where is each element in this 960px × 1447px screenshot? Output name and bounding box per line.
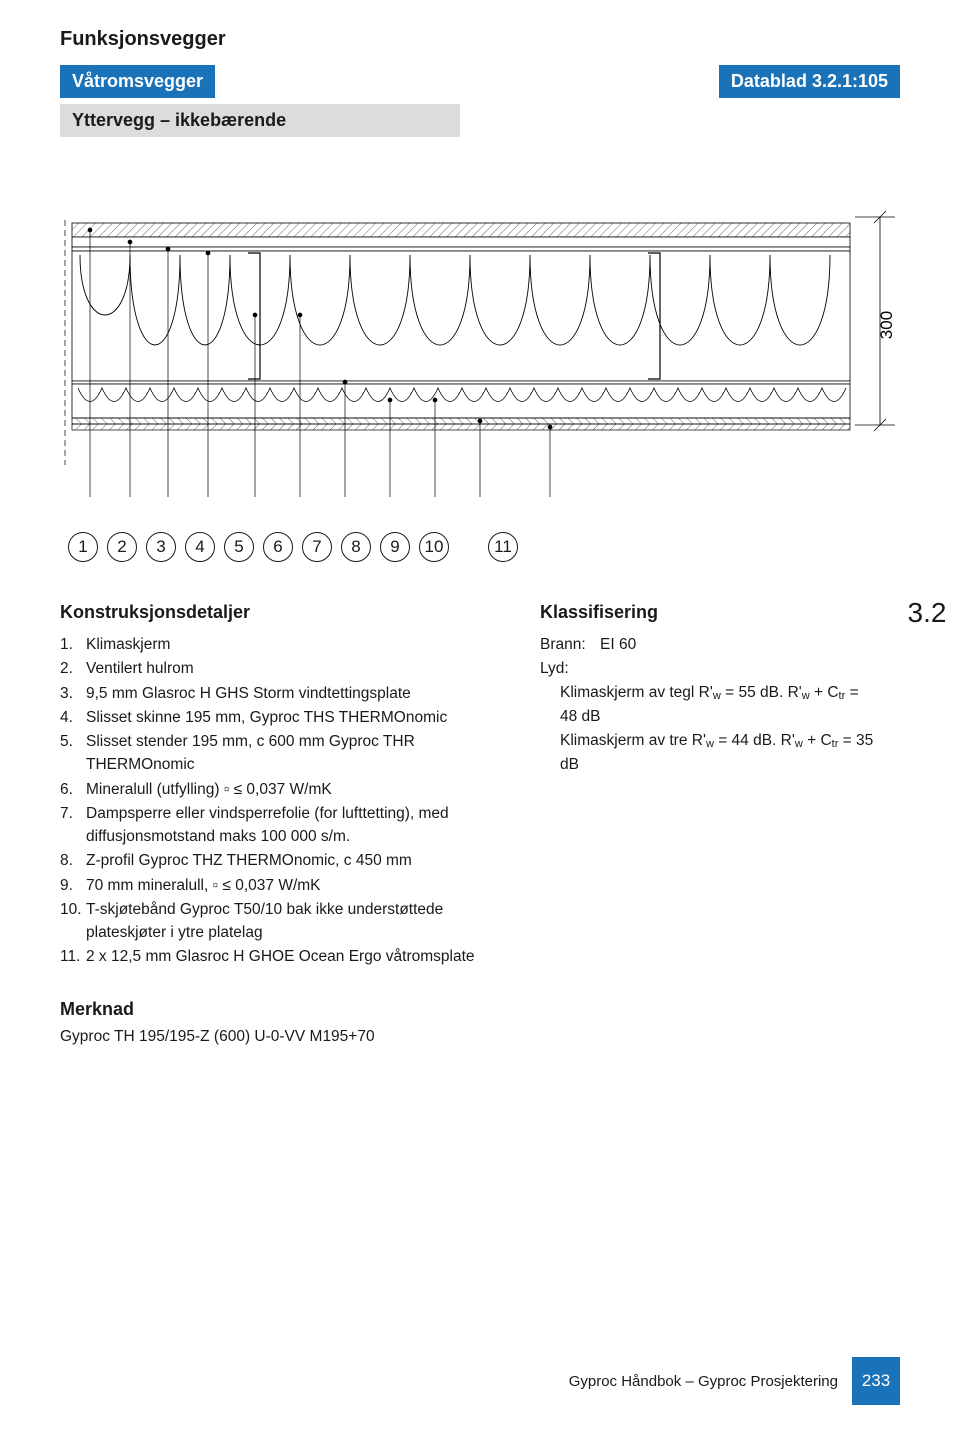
callout-3: 3 <box>146 532 176 562</box>
detail-item: Slisset stender 195 mm, c 600 mm Gyproc … <box>60 730 480 777</box>
brann-label: Brann: <box>540 633 600 657</box>
callout-7: 7 <box>302 532 332 562</box>
detail-item: Mineralull (utfylling) ▫ ≤ 0,037 W/mK <box>60 778 480 801</box>
details-list: Klimaskjerm Ventilert hulrom 9,5 mm Glas… <box>60 633 480 969</box>
callout-2: 2 <box>107 532 137 562</box>
detail-item: 70 mm mineralull, ▫ ≤ 0,037 W/mK <box>60 874 480 897</box>
detail-item: T-skjøtebånd Gyproc T50/10 bak ikke unde… <box>60 898 480 945</box>
page-footer: Gyproc Håndbok – Gyproc Prosjektering 23… <box>569 1357 900 1405</box>
merknad-heading: Merknad <box>60 999 480 1020</box>
callout-4: 4 <box>185 532 215 562</box>
tab-datasheet: Datablad 3.2.1:105 <box>719 65 900 98</box>
detail-item: 2 x 12,5 mm Glasroc H GHOE Ocean Ergo vå… <box>60 945 480 968</box>
lyd-line-1: Klimaskjerm av tegl R'w = 55 dB. R'w + C… <box>540 681 880 729</box>
detail-item: Ventilert hulrom <box>60 657 480 680</box>
page-number: 233 <box>852 1357 900 1405</box>
classification: Klassifisering Brann: EI 60 Lyd: Klimask… <box>540 602 880 1046</box>
section-tab: 3.2 <box>894 585 960 641</box>
footer-text: Gyproc Håndbok – Gyproc Prosjektering <box>569 1373 838 1390</box>
callout-5: 5 <box>224 532 254 562</box>
brann-value: EI 60 <box>600 633 636 657</box>
detail-item: Klimaskjerm <box>60 633 480 656</box>
callout-11: 11 <box>488 532 518 562</box>
tab-spacer <box>215 65 719 98</box>
merknad-text: Gyproc TH 195/195-Z (600) U-0-VV M195+70 <box>60 1028 480 1046</box>
lyd-line-2: Klimaskjerm av tre R'w = 44 dB. R'w + Ct… <box>540 729 880 777</box>
classification-heading: Klassifisering <box>540 602 880 623</box>
detail-item: 9,5 mm Glasroc H GHS Storm vindtettingsp… <box>60 682 480 705</box>
wall-section-diagram: 300 <box>60 165 900 510</box>
detail-item: Dampsperre eller vindsperrefolie (for lu… <box>60 802 480 849</box>
detail-item: Z-profil Gyproc THZ THERMOnomic, c 450 m… <box>60 849 480 872</box>
callout-10: 10 <box>419 532 449 562</box>
tabs-row: Våtromsvegger Datablad 3.2.1:105 <box>60 65 900 98</box>
dimension-label: 300 <box>877 311 896 339</box>
callout-9: 9 <box>380 532 410 562</box>
tab-secondary: Yttervegg – ikkebærende <box>60 104 460 137</box>
page-title: Funksjonsvegger <box>60 28 900 51</box>
callout-row: 1 2 3 4 5 6 7 8 9 10 11 <box>68 532 900 562</box>
callout-1: 1 <box>68 532 98 562</box>
lyd-label: Lyd: <box>540 657 600 681</box>
callout-8: 8 <box>341 532 371 562</box>
detail-item: Slisset skinne 195 mm, Gyproc THS THERMO… <box>60 706 480 729</box>
construction-details: Konstruksjonsdetaljer Klimaskjerm Ventil… <box>60 602 480 1046</box>
callout-6: 6 <box>263 532 293 562</box>
details-heading: Konstruksjonsdetaljer <box>60 602 480 623</box>
tab-primary: Våtromsvegger <box>60 65 215 98</box>
